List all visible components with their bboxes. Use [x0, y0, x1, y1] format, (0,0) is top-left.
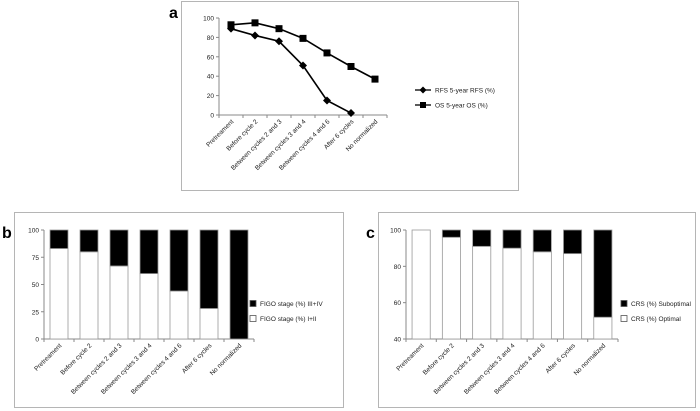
y-tick-label: 100	[28, 228, 39, 235]
bar-segment-upper	[593, 229, 613, 318]
legend-swatch	[620, 315, 628, 322]
bar-segment-lower	[441, 236, 461, 340]
legend-swatch	[249, 300, 257, 307]
legend-label: OS 5-year OS (%)	[435, 103, 488, 110]
x-tick-label: After 6 cycles	[544, 342, 577, 375]
bar-segment-lower	[169, 290, 189, 340]
series-marker-diamond	[275, 37, 283, 46]
y-tick-label: 75	[32, 255, 40, 262]
x-tick-label: Between cycles 2 and 3	[70, 342, 124, 396]
y-tick-label: 50	[32, 282, 40, 289]
x-tick-label: Pretreament	[33, 342, 63, 372]
y-tick-label: 0	[210, 113, 214, 120]
bar-segment-lower	[199, 308, 219, 340]
x-tick-label: Between cycles 2 and 3	[433, 342, 487, 396]
bar-segment-upper	[472, 229, 492, 247]
legend-label: FIGO stage (%) I+II	[260, 316, 317, 323]
x-tick-label: Between cycles 3 and 4	[100, 342, 154, 396]
legend-label: CRS (%) Optimal	[631, 316, 681, 323]
y-tick-label: 25	[32, 309, 40, 316]
series-marker-diamond	[251, 31, 259, 40]
legend-swatch	[620, 300, 628, 307]
series-marker-square	[251, 19, 259, 27]
y-tick-label: 100	[203, 16, 214, 23]
y-tick-label: 0	[35, 337, 39, 344]
y-tick-label: 80	[207, 35, 215, 42]
bar-segment-upper	[169, 229, 189, 292]
bar-segment-upper	[49, 229, 69, 249]
series-marker-square	[299, 34, 307, 42]
series-marker-diamond	[347, 109, 355, 118]
bar-segment-lower	[532, 251, 552, 340]
bar-segment-lower	[472, 245, 492, 340]
series-marker-square	[323, 49, 331, 57]
bar-segment-upper	[563, 229, 583, 255]
bar-segment-lower	[411, 229, 431, 340]
bar-segment-lower	[593, 316, 613, 340]
series-marker-square	[371, 75, 379, 83]
y-tick-label: 60	[207, 54, 215, 61]
y-tick-label: 40	[207, 74, 215, 81]
legend-label: CRS (%) Suboptimal	[631, 301, 692, 308]
bar-segment-lower	[109, 265, 129, 340]
series-marker-square	[275, 25, 283, 33]
x-tick-label: Pretreament	[395, 342, 425, 372]
bar-segment-lower	[49, 248, 69, 340]
series-marker-square	[347, 63, 355, 70]
y-tick-label: 60	[394, 300, 402, 307]
series-marker-square	[227, 21, 235, 29]
bar-segment-lower	[79, 251, 99, 340]
x-tick-label: Between cycles 4 and 6	[130, 342, 184, 396]
bar-segment-upper	[79, 229, 99, 253]
bar-segment-upper	[532, 229, 552, 253]
x-tick-label: After 6 cycles	[181, 342, 214, 375]
panel-a	[181, 1, 519, 191]
bar-segment-upper	[109, 229, 129, 267]
bar-segment-lower	[139, 273, 159, 340]
series-line-0	[230, 27, 352, 114]
panel-c-letter: c	[366, 225, 375, 242]
legend-label: FIGO stage (%) III+IV	[260, 301, 323, 308]
y-tick-label: 40	[394, 337, 402, 344]
legend-marker-square	[420, 102, 426, 108]
legend-label: RFS 5-year RFS (%)	[435, 88, 495, 95]
x-tick-label: No normalized	[573, 342, 608, 377]
bar-segment-upper	[199, 229, 219, 309]
legend-marker-diamond	[419, 86, 427, 94]
bar-segment-upper	[139, 229, 159, 274]
bar-segment-upper	[502, 229, 522, 249]
y-tick-label: 100	[390, 228, 401, 235]
bar-segment-upper	[441, 229, 461, 238]
series-marker-diamond	[299, 61, 307, 70]
panel-b-letter: b	[2, 225, 12, 242]
x-tick-label: Between cycles 3 and 4	[463, 342, 517, 396]
series-marker-diamond	[323, 96, 331, 105]
bar-segment-lower	[563, 253, 583, 340]
legend-swatch	[249, 315, 257, 322]
x-tick-label: Between cycles 4 and 6	[493, 342, 547, 396]
x-tick-label: No normalized	[209, 342, 244, 377]
series-line-1	[230, 22, 376, 80]
y-tick-label: 80	[394, 264, 402, 271]
y-tick-label: 20	[207, 93, 215, 100]
panel-a-letter: a	[169, 5, 178, 22]
bar-segment-lower	[502, 247, 522, 340]
bar-segment-upper	[229, 229, 249, 340]
